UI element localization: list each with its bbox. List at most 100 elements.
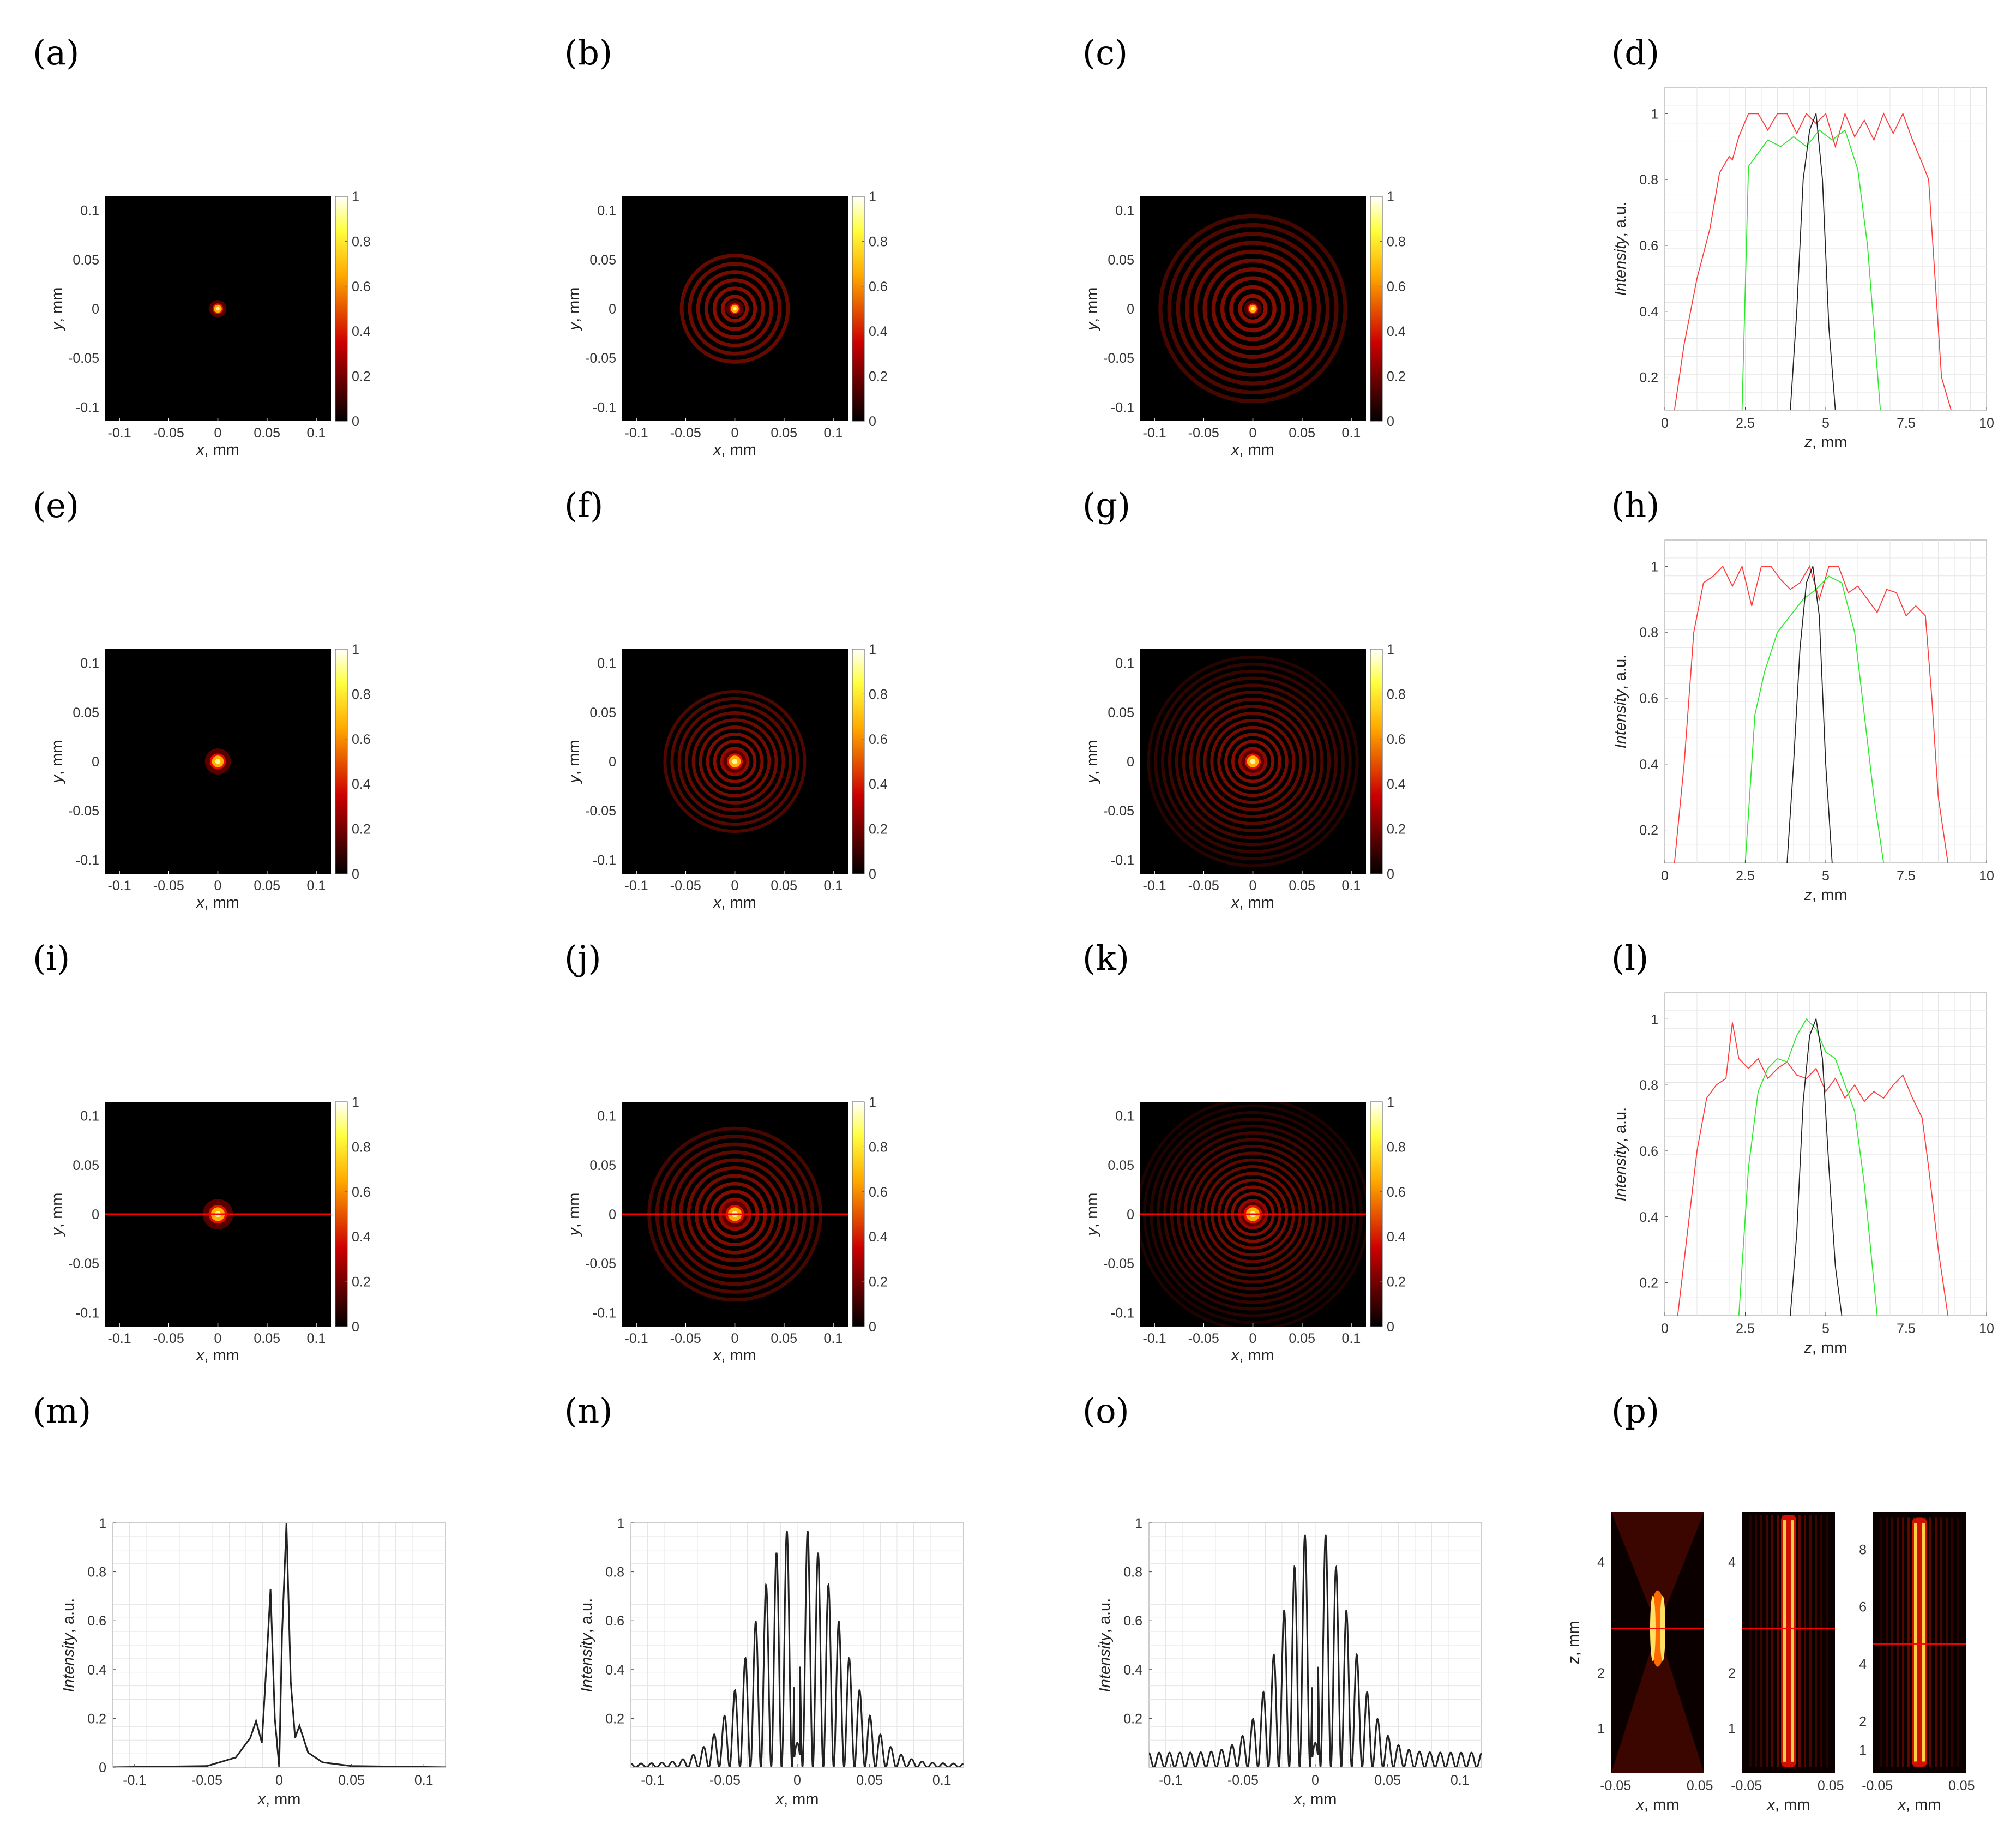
z-tick-label: 2 (1859, 1714, 1867, 1729)
y-axis-label: y, mm (49, 740, 66, 784)
x-axis-label: x, mm (195, 1347, 239, 1364)
colorbar-tick-label: 0.2 (352, 1275, 371, 1290)
y-tick-label: 1 (1651, 106, 1658, 122)
heatmap-panel: -0.1 -0.05 0 0.05 0.1 0.1 0.05 0 -0.05 -0.1 x, mm y… (49, 1095, 371, 1364)
y-tick-label: 0.2 (605, 1711, 624, 1726)
x-tick-label: 10 (1979, 868, 1994, 884)
side-lobe (1907, 1517, 1910, 1767)
z-tick-label: 1 (1859, 1743, 1867, 1758)
panel-label: (h) (1611, 485, 1659, 525)
x-axis-label: x, mm (1230, 1347, 1274, 1364)
x-tick-label: -0.1 (1143, 878, 1166, 893)
x-tick-label: -0.1 (625, 1331, 648, 1346)
y-tick-label: 0.4 (1639, 757, 1658, 772)
zx-heatmap-subplot: 1 2 4 -0.05 0.05 x, mm (1728, 1512, 1844, 1814)
ring (1184, 241, 1321, 377)
colorbar-tick-label: 0 (352, 867, 359, 882)
y-axis-label: y, mm (565, 1193, 583, 1237)
ring (720, 295, 749, 323)
y-tick-label: 0.05 (1108, 1158, 1134, 1173)
side-lobe (1755, 1515, 1757, 1767)
y-tick-label: 0 (1127, 302, 1134, 317)
y-axis-label: y, mm (1084, 740, 1101, 784)
y-axis-label: Intensity, a.u. (60, 1598, 77, 1693)
ring (713, 740, 757, 783)
x-axis-label: z, mm (1804, 434, 1848, 451)
y-axis-label: y, mm (1084, 287, 1101, 332)
side-lobe (1760, 1515, 1762, 1767)
series-line (1674, 112, 1952, 410)
y-axis-label: Intensity, a.u. (1612, 655, 1629, 749)
colorbar-tick-label: 0.4 (1387, 324, 1406, 339)
x-tick-label: -0.05 (1188, 1331, 1219, 1346)
ring (1158, 214, 1347, 404)
x-tick-label: -0.1 (1159, 1773, 1182, 1788)
x-tick-label: 0.05 (254, 425, 280, 441)
y-tick-label: 0.1 (1115, 1109, 1134, 1124)
z-tick-label: 4 (1728, 1555, 1736, 1570)
z-tick-label: 2 (1728, 1666, 1736, 1681)
x-tick-label: 0 (1661, 868, 1669, 884)
y-tick-label: 0.1 (597, 203, 616, 219)
colorbar-tick-label: 0.8 (352, 687, 371, 702)
y-tick-label: 0.1 (1115, 656, 1134, 671)
x-axis-label: x, mm (712, 894, 756, 911)
x-tick-label: 0.1 (824, 425, 843, 441)
colorbar-tick-label: 0.2 (352, 369, 371, 385)
side-lobe (1826, 1515, 1828, 1767)
heatmap-panel: -0.1 -0.05 0 0.05 0.1 0.1 0.05 0 -0.05 -0.1 x, mm y… (565, 189, 888, 459)
z-tick-label: 6 (1859, 1599, 1867, 1615)
y-axis-label: y, mm (565, 287, 583, 332)
y-tick-label: 0.6 (1639, 1144, 1658, 1159)
ring (1189, 698, 1317, 825)
ring (663, 689, 807, 833)
colorbar-tick-label: 1 (1387, 189, 1394, 205)
panels: -0.1 -0.05 0 0.05 0.1 0.1 0.05 0 -0.05 -0.1 x, mm y… (49, 87, 1994, 1814)
line-chart-panel: 0 2.5 5 7.5 10 0.2 0.4 0.6 0.8 1 z, mm Intensity, a… (1612, 539, 1994, 904)
z-tick-label: 1 (1597, 1721, 1605, 1737)
ring (704, 278, 766, 339)
colorbar-tick-label: 0.2 (869, 1275, 888, 1290)
panel-label: (c) (1082, 33, 1128, 73)
x-tick-label: 0.05 (856, 1773, 883, 1788)
series-line (113, 1523, 446, 1767)
x-tick-label: 0 (731, 425, 739, 441)
series-line (1741, 129, 1881, 410)
x-axis-label: x, mm (775, 1791, 819, 1808)
y-tick-label: 0.8 (1639, 625, 1658, 640)
colorbar-tick-label: 0.8 (1387, 687, 1406, 702)
x-tick-label: 0 (731, 1331, 739, 1346)
core-lobe (1791, 1520, 1794, 1762)
panel-label: (l) (1611, 938, 1648, 978)
ring (691, 718, 778, 805)
ring (1229, 285, 1277, 333)
x-tick-label: 5 (1822, 1321, 1830, 1336)
y-tick-label: -0.05 (68, 803, 99, 819)
x-tick-label: 0.05 (1289, 878, 1315, 893)
line-chart-panel: -0.1 -0.05 0 0.05 0.1 0 0.2 0.4 0.6 0.8 1 x, mm Inte… (60, 1516, 446, 1808)
y-tick-label: 0.4 (1123, 1663, 1142, 1678)
side-lobe (1929, 1517, 1931, 1767)
side-lobe (1891, 1517, 1893, 1767)
z-tick-label: 8 (1859, 1542, 1867, 1557)
colorbar-tick-label: 0.6 (352, 1185, 371, 1200)
y-tick-label: 0.2 (1639, 370, 1658, 386)
x-tick-label: -0.1 (123, 1773, 146, 1788)
y-tick-label: 0.1 (597, 1109, 616, 1124)
x-tick-label: -0.05 (709, 1773, 741, 1788)
center-core (733, 307, 737, 311)
x-tick-label: -0.05 (1600, 1778, 1631, 1793)
y-axis-label: y, mm (49, 1193, 66, 1237)
y-tick-label: 0.1 (80, 203, 99, 219)
ring (1203, 711, 1303, 812)
ring (1238, 293, 1268, 324)
z-tick-label: 4 (1597, 1555, 1605, 1570)
x-tick-label: 0 (1249, 1331, 1257, 1346)
core-lobe (1783, 1520, 1786, 1762)
side-lobe (1957, 1517, 1959, 1767)
x-tick-label: 0.1 (824, 878, 843, 893)
ring (1211, 267, 1295, 350)
z-tick-label: 4 (1859, 1657, 1867, 1672)
x-axis-label: x, mm (1766, 1796, 1810, 1814)
ring (1168, 676, 1338, 847)
